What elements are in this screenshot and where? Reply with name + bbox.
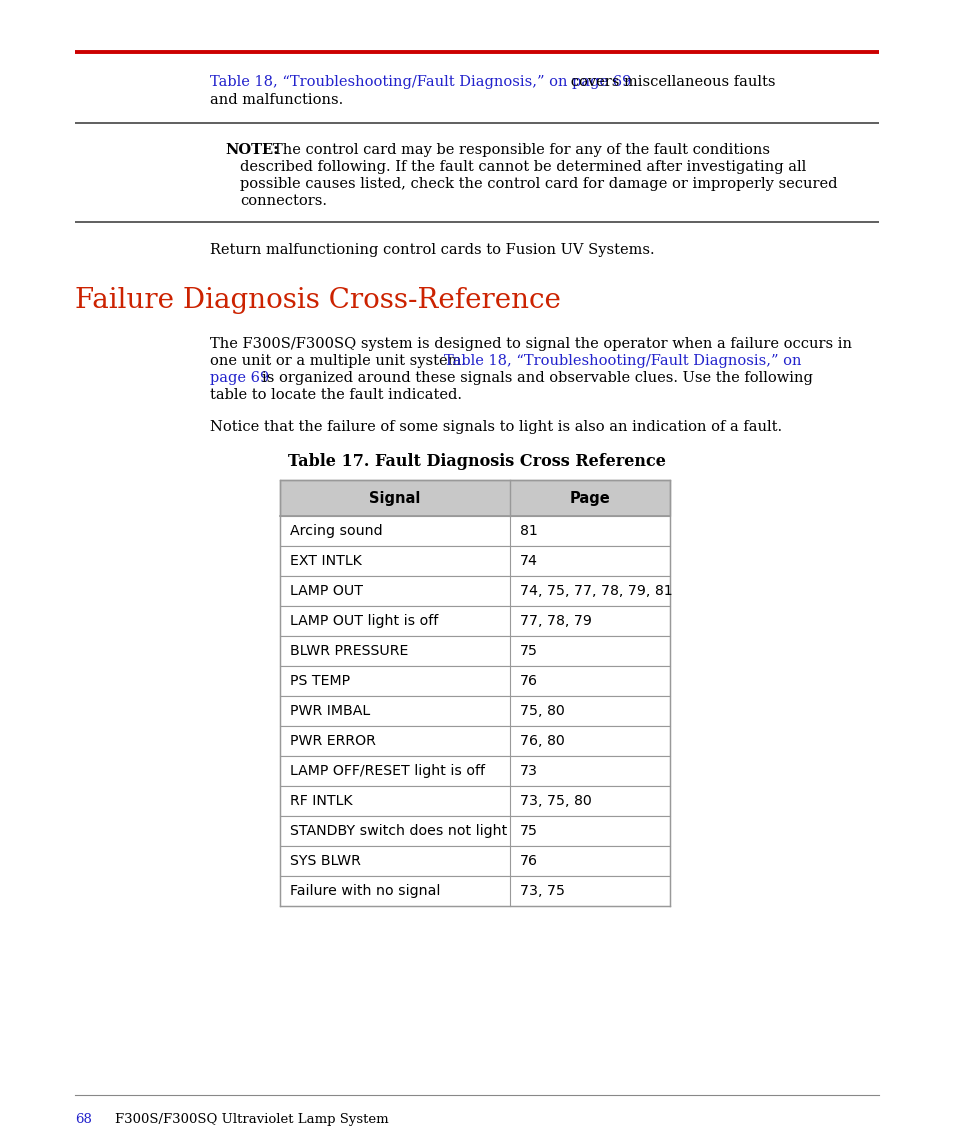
Text: 68: 68 <box>75 1113 91 1126</box>
Text: PWR IMBAL: PWR IMBAL <box>290 704 370 718</box>
Text: F300S/F300SQ Ultraviolet Lamp System: F300S/F300SQ Ultraviolet Lamp System <box>115 1113 388 1126</box>
Bar <box>280 876 669 906</box>
Text: Signal: Signal <box>369 490 420 505</box>
Bar <box>280 696 669 726</box>
Text: PS TEMP: PS TEMP <box>290 674 350 688</box>
Text: possible causes listed, check the control card for damage or improperly secured: possible causes listed, check the contro… <box>240 177 837 191</box>
Text: LAMP OUT light is off: LAMP OUT light is off <box>290 614 437 627</box>
Text: and malfunctions.: and malfunctions. <box>210 93 343 106</box>
Text: The F300S/F300SQ system is designed to signal the operator when a failure occurs: The F300S/F300SQ system is designed to s… <box>210 337 851 352</box>
Text: LAMP OFF/RESET light is off: LAMP OFF/RESET light is off <box>290 764 484 777</box>
Text: The control card may be responsible for any of the fault conditions: The control card may be responsible for … <box>273 143 769 157</box>
Text: Arcing sound: Arcing sound <box>290 524 382 538</box>
Text: 76: 76 <box>519 674 537 688</box>
Text: Failure Diagnosis Cross-Reference: Failure Diagnosis Cross-Reference <box>75 287 560 314</box>
Text: 76: 76 <box>519 854 537 868</box>
Text: SYS BLWR: SYS BLWR <box>290 854 360 868</box>
Bar <box>280 785 669 816</box>
Text: Notice that the failure of some signals to light is also an indication of a faul: Notice that the failure of some signals … <box>210 420 781 434</box>
Text: 74, 75, 77, 78, 79, 81: 74, 75, 77, 78, 79, 81 <box>519 584 672 598</box>
Text: BLWR PRESSURE: BLWR PRESSURE <box>290 643 408 658</box>
Bar <box>280 756 669 785</box>
Text: 77, 78, 79: 77, 78, 79 <box>519 614 591 627</box>
Bar <box>280 846 669 876</box>
Text: STANDBY switch does not light: STANDBY switch does not light <box>290 824 507 838</box>
Text: Return malfunctioning control cards to Fusion UV Systems.: Return malfunctioning control cards to F… <box>210 243 654 256</box>
Text: NOTE:: NOTE: <box>225 143 278 157</box>
Text: connectors.: connectors. <box>240 194 327 208</box>
Text: 81: 81 <box>519 524 537 538</box>
Text: 73, 75: 73, 75 <box>519 884 564 898</box>
Text: page 69: page 69 <box>210 371 269 385</box>
Bar <box>280 726 669 756</box>
Text: EXT INTLK: EXT INTLK <box>290 554 361 568</box>
Bar <box>280 635 669 666</box>
Text: LAMP OUT: LAMP OUT <box>290 584 363 598</box>
Bar <box>280 546 669 576</box>
Text: Table 18, “Troubleshooting/Fault Diagnosis,” on: Table 18, “Troubleshooting/Fault Diagnos… <box>443 354 801 368</box>
Text: 76, 80: 76, 80 <box>519 734 564 748</box>
Bar <box>280 666 669 696</box>
Text: Failure with no signal: Failure with no signal <box>290 884 440 898</box>
Text: Table 17. Fault Diagnosis Cross Reference: Table 17. Fault Diagnosis Cross Referenc… <box>288 453 665 469</box>
Text: 74: 74 <box>519 554 537 568</box>
Text: 75: 75 <box>519 824 537 838</box>
Bar <box>280 816 669 846</box>
Text: RF INTLK: RF INTLK <box>290 793 353 808</box>
Text: 75: 75 <box>519 643 537 658</box>
Text: Table 18, “Troubleshooting/Fault Diagnosis,” on page 69: Table 18, “Troubleshooting/Fault Diagnos… <box>210 76 631 89</box>
Text: table to locate the fault indicated.: table to locate the fault indicated. <box>210 388 461 402</box>
Bar <box>280 576 669 606</box>
Bar <box>280 516 669 546</box>
Text: described following. If the fault cannot be determined after investigating all: described following. If the fault cannot… <box>240 160 805 174</box>
Bar <box>280 480 669 516</box>
Bar <box>280 606 669 635</box>
Text: 73, 75, 80: 73, 75, 80 <box>519 793 591 808</box>
Text: is organized around these signals and observable clues. Use the following: is organized around these signals and ob… <box>262 371 812 385</box>
Text: PWR ERROR: PWR ERROR <box>290 734 375 748</box>
Text: Page: Page <box>569 490 610 505</box>
Text: 73: 73 <box>519 764 537 777</box>
Text: 75, 80: 75, 80 <box>519 704 564 718</box>
Text: one unit or a multiple unit system.: one unit or a multiple unit system. <box>210 354 470 368</box>
Text: covers miscellaneous faults: covers miscellaneous faults <box>210 76 775 89</box>
